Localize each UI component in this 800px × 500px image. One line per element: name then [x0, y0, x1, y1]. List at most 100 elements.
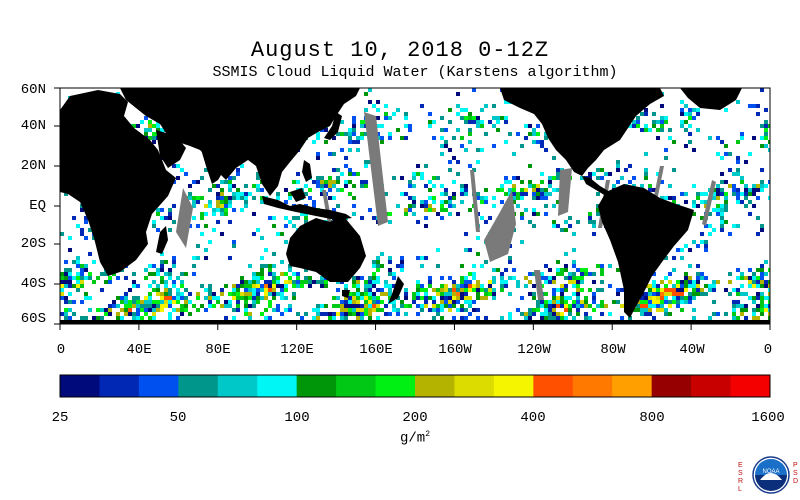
cloud-cell: [664, 296, 668, 300]
cloud-cell: [416, 284, 420, 288]
cloud-cell: [592, 220, 596, 224]
cloud-cell: [300, 212, 304, 216]
cloud-cell: [332, 312, 336, 316]
cloud-cell: [260, 272, 264, 276]
cloud-cell: [700, 200, 704, 204]
cloud-cell: [692, 292, 696, 296]
cloud-cell: [132, 284, 136, 288]
cloud-cell: [424, 292, 428, 296]
cloud-cell: [280, 296, 284, 300]
cloud-cell: [492, 280, 496, 284]
cloud-cell: [336, 176, 340, 180]
cloud-cell: [248, 312, 252, 316]
cloud-cell: [152, 124, 156, 128]
cloud-cell: [676, 248, 680, 252]
cloud-cell: [440, 184, 444, 188]
cloud-cell: [148, 304, 152, 308]
cloud-cell: [256, 280, 260, 284]
cloud-cell: [360, 216, 364, 220]
cloud-cell: [536, 184, 540, 188]
cloud-cell: [384, 192, 388, 196]
cloud-cell: [364, 164, 368, 168]
cloud-cell: [544, 196, 548, 200]
cloud-cell: [668, 128, 672, 132]
cloud-cell: [184, 288, 188, 292]
cloud-cell: [768, 316, 770, 320]
cloud-cell: [736, 192, 740, 196]
cloud-cell: [768, 312, 770, 316]
lat-label: 20S: [20, 236, 46, 252]
cloud-cell: [72, 216, 76, 220]
cloud-cell: [64, 276, 68, 280]
cloud-cell: [256, 296, 260, 300]
cloud-cell: [688, 112, 692, 116]
cloud-cell: [688, 116, 692, 120]
cloud-cell: [352, 212, 356, 216]
cloud-cell: [296, 180, 300, 184]
cloud-cell: [684, 244, 688, 248]
cloud-cell: [720, 212, 724, 216]
cloud-cell: [176, 176, 180, 180]
cloud-cell: [680, 308, 684, 312]
cloud-cell: [504, 120, 508, 124]
cloud-cell: [492, 292, 496, 296]
cloud-cell: [692, 288, 696, 292]
cloud-cell: [272, 280, 276, 284]
cloud-cell: [432, 308, 436, 312]
cloud-cell: [452, 316, 456, 320]
cloud-cell: [372, 276, 376, 280]
cloud-cell: [108, 276, 112, 280]
cloud-cell: [508, 180, 512, 184]
cloud-cell: [464, 284, 468, 288]
lon-label: 80W: [600, 342, 626, 358]
cloud-cell: [764, 136, 768, 140]
cloud-cell: [200, 212, 204, 216]
cloud-cell: [664, 284, 668, 288]
cloud-cell: [396, 264, 400, 268]
cloud-cell: [768, 180, 770, 184]
cloud-cell: [348, 136, 352, 140]
cloud-cell: [684, 112, 688, 116]
cloud-cell: [72, 260, 76, 264]
cloud-cell: [320, 192, 324, 196]
cloud-cell: [700, 240, 704, 244]
cloud-cell: [696, 292, 700, 296]
cloud-cell: [140, 304, 144, 308]
cloud-cell: [276, 276, 280, 280]
cloud-cell: [532, 224, 536, 228]
cloud-cell: [512, 152, 516, 156]
cloud-cell: [652, 316, 656, 320]
cloud-cell: [664, 288, 668, 292]
cloud-cell: [540, 316, 544, 320]
cloud-cell: [204, 288, 208, 292]
cloud-cell: [220, 192, 224, 196]
cloud-cell: [720, 208, 724, 212]
cloud-cell: [340, 188, 344, 192]
cloud-cell: [400, 268, 404, 272]
cloud-cell: [724, 152, 728, 156]
cloud-cell: [348, 292, 352, 296]
cloud-cell: [476, 284, 480, 288]
cloud-cell: [404, 112, 408, 116]
cloud-cell: [244, 296, 248, 300]
cloud-cell: [112, 304, 116, 308]
cloud-cell: [752, 192, 756, 196]
cloud-cell: [428, 120, 432, 124]
colorbar-swatch: [336, 375, 377, 397]
cloud-cell: [572, 280, 576, 284]
cloud-cell: [532, 196, 536, 200]
cloud-cell: [204, 204, 208, 208]
cloud-cell: [592, 232, 596, 236]
cloud-cell: [240, 196, 244, 200]
cloud-cell: [156, 288, 160, 292]
cloud-cell: [520, 196, 524, 200]
cloud-cell: [236, 168, 240, 172]
cloud-cell: [652, 304, 656, 308]
cloud-cell: [80, 264, 84, 268]
cloud-cell: [652, 272, 656, 276]
cloud-cell: [456, 212, 460, 216]
cloud-cell: [668, 272, 672, 276]
cloud-cell: [224, 316, 228, 320]
cloud-cell: [576, 288, 580, 292]
lat-tick-marks: [54, 87, 60, 325]
